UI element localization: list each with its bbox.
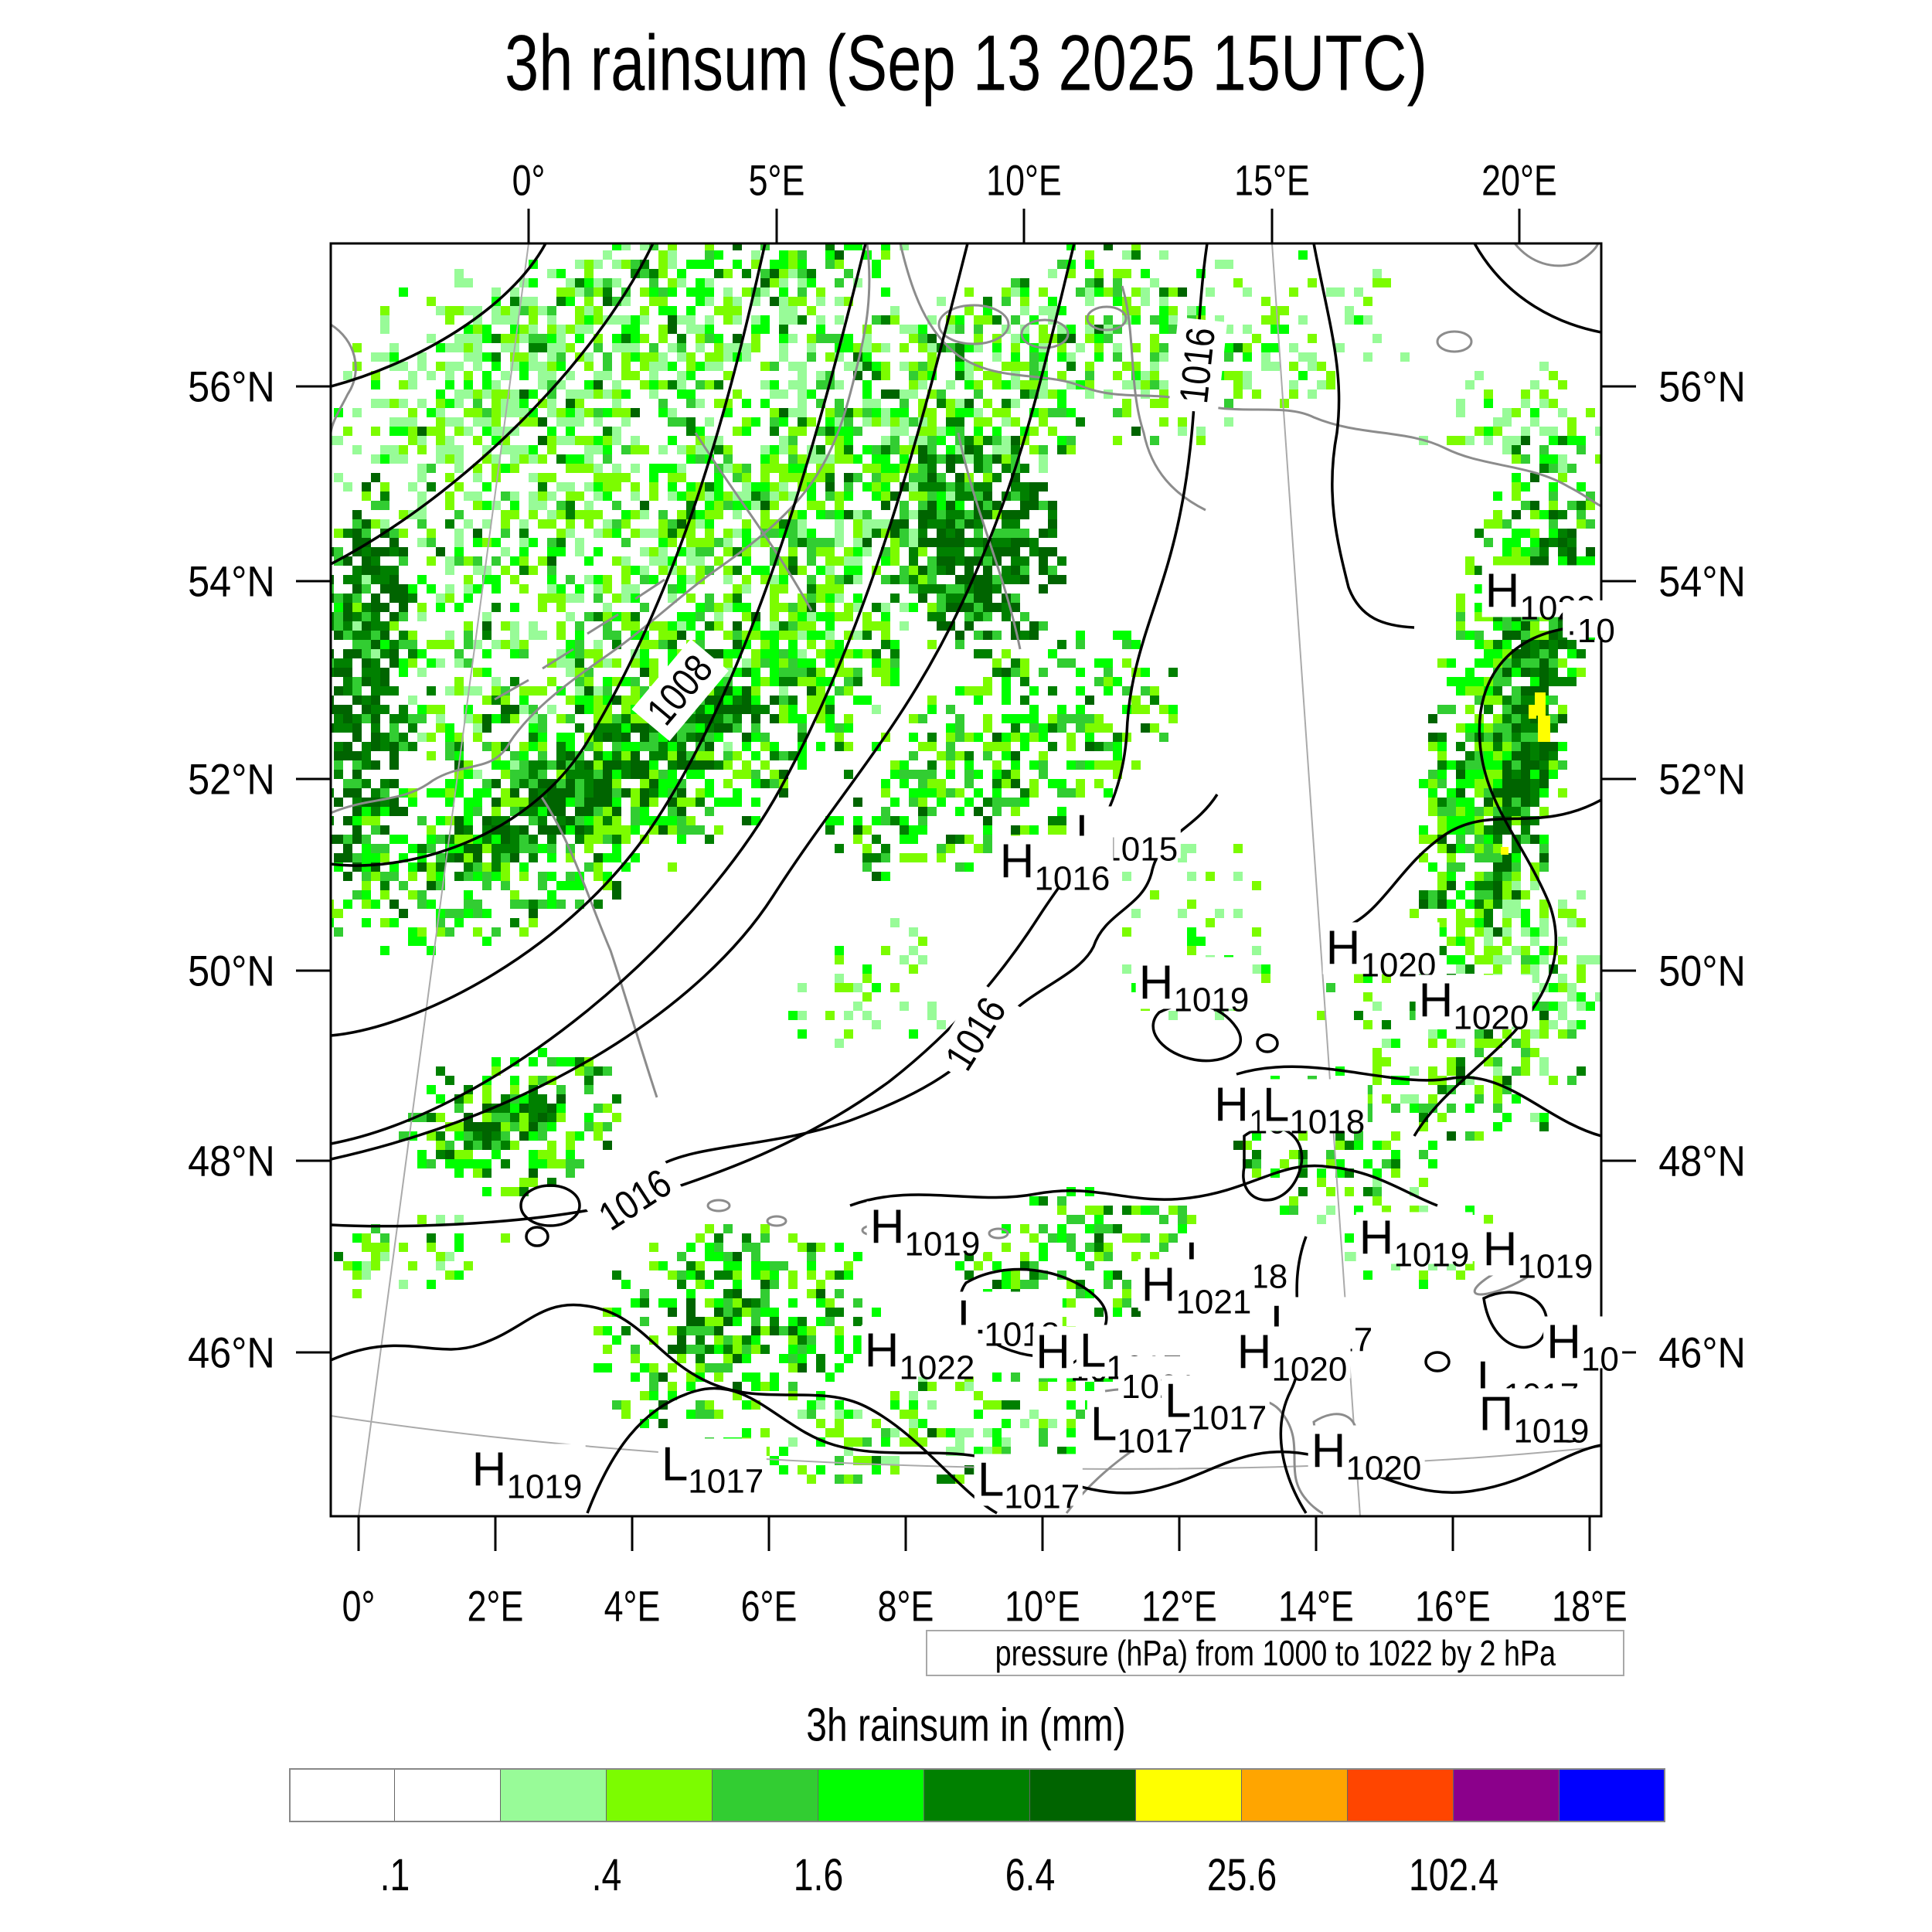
bottom-axis-label: 4°E — [604, 1581, 661, 1631]
bottom-axis-label: 14°E — [1278, 1581, 1354, 1631]
pressure-center-label: H1022 — [861, 1325, 978, 1386]
pressure-center-label: H1020 — [1308, 1425, 1425, 1486]
pressure-note-text: pressure (hPa) from 1000 to 1022 by 2 hP… — [995, 1633, 1556, 1673]
legend-cell — [607, 1768, 713, 1822]
pressure-center-label: H1019 — [866, 1201, 984, 1262]
left-axis-label: 50°N — [188, 946, 275, 995]
legend-cell — [1136, 1768, 1242, 1822]
pressure-center-label: Π1019 — [1475, 1388, 1593, 1449]
pressure-center-label: H10 — [1543, 1316, 1622, 1377]
legend-tick-label: 1.6 — [793, 1850, 844, 1900]
left-axis-label: 54°N — [188, 556, 275, 606]
pressure-center-label: H1020 — [1233, 1326, 1351, 1387]
page-title: 3h rainsum (Sep 13 2025 15UTC) — [504, 19, 1428, 107]
bottom-axis-label: 8°E — [877, 1581, 934, 1631]
top-axis-label: 5°E — [748, 155, 805, 205]
top-axis-label: 15°E — [1234, 155, 1310, 205]
legend-cell — [924, 1768, 1030, 1822]
left-axis-label: 56°N — [188, 362, 275, 411]
legend-cell — [289, 1768, 395, 1822]
bottom-axis-label: 0° — [342, 1581, 376, 1631]
bottom-axis-label: 18°E — [1552, 1581, 1628, 1631]
top-axis-label: 10°E — [986, 155, 1062, 205]
legend-cell — [1030, 1768, 1136, 1822]
legend-tick-label: 6.4 — [1005, 1850, 1056, 1900]
legend-cell — [1454, 1768, 1560, 1822]
legend-tick-label: .1 — [379, 1850, 410, 1900]
top-axis-label: 20°E — [1481, 155, 1557, 205]
right-axis-label: 48°N — [1658, 1136, 1746, 1185]
legend-tick-label: .4 — [591, 1850, 622, 1900]
bottom-axis-label: 6°E — [740, 1581, 798, 1631]
bottom-axis-label: 2°E — [467, 1581, 524, 1631]
pressure-center-label: H1020 — [1415, 975, 1532, 1036]
map-frame-and-ticks — [296, 209, 1636, 1551]
pressure-center-label: L1017 — [1161, 1375, 1270, 1436]
pressure-center-label: H1021 — [1138, 1259, 1255, 1320]
legend-tick-label: 102.4 — [1408, 1850, 1499, 1900]
legend-cell — [395, 1768, 501, 1822]
legend-title: 3h rainsum in (mm) — [806, 1699, 1126, 1751]
legend-cell — [501, 1768, 607, 1822]
legend-frame — [289, 1768, 1665, 1822]
bottom-axis-label: 12°E — [1141, 1581, 1217, 1631]
legend-cell — [818, 1768, 924, 1822]
top-axis-label: 0° — [512, 155, 546, 205]
right-axis-label: 54°N — [1658, 556, 1746, 606]
map-frame — [329, 242, 1603, 1518]
left-axis-label: 52°N — [188, 754, 275, 804]
legend-cell — [1242, 1768, 1348, 1822]
bottom-axis-label: 16°E — [1415, 1581, 1491, 1631]
legend-tick-label: 25.6 — [1206, 1850, 1277, 1900]
pressure-center-label: H1020 — [1322, 922, 1440, 983]
pressure-note-box: pressure (hPa) from 1000 to 1022 by 2 hP… — [926, 1630, 1624, 1676]
pressure-center-label: ·10 — [1563, 600, 1618, 649]
pressure-center-label: H1019 — [1355, 1212, 1473, 1273]
left-axis-label: 48°N — [188, 1136, 275, 1185]
pressure-center-label: L1017 — [974, 1454, 1083, 1515]
right-axis-label: 50°N — [1658, 946, 1746, 995]
right-axis-label: 56°N — [1658, 362, 1746, 411]
left-axis-label: 46°N — [188, 1328, 275, 1377]
legend-cell — [713, 1768, 818, 1822]
right-axis-label: 52°N — [1658, 754, 1746, 804]
bottom-axis-label: 10°E — [1005, 1581, 1080, 1631]
pressure-center-label: H1019 — [1135, 957, 1253, 1018]
pressure-center-label: L1017 — [658, 1438, 767, 1499]
legend-cell — [1348, 1768, 1454, 1822]
right-axis-label: 46°N — [1658, 1328, 1746, 1377]
pressure-center-label: H1019 — [1479, 1223, 1597, 1284]
isobar-value-label: 1016 — [1168, 317, 1228, 414]
pressure-center-label: L1018 — [1259, 1079, 1369, 1140]
pressure-center-label: H1016 — [996, 835, 1114, 896]
pressure-center-label: H1019 — [468, 1444, 586, 1505]
